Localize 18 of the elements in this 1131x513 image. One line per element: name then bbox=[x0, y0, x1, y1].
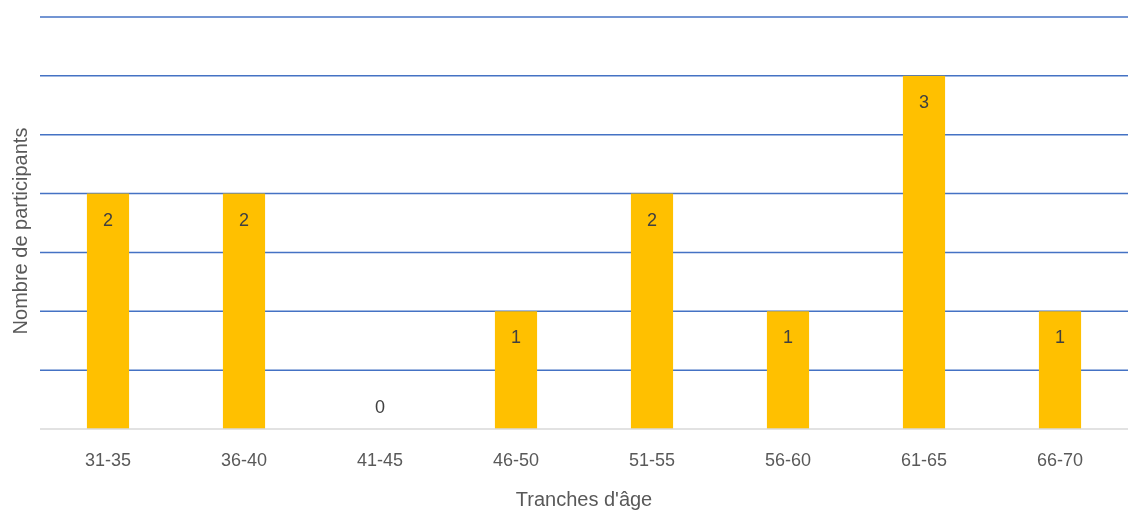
data-label: 2 bbox=[238, 209, 250, 230]
x-tick-label: 51-55 bbox=[628, 449, 676, 470]
data-label: 0 bbox=[374, 397, 386, 417]
x-tick-label: 66-70 bbox=[1036, 449, 1084, 470]
x-tick-label: 56-60 bbox=[764, 449, 812, 470]
data-label: 1 bbox=[1054, 327, 1066, 348]
data-label: 2 bbox=[102, 209, 114, 230]
data-label: 2 bbox=[646, 209, 658, 230]
data-label: 1 bbox=[782, 327, 794, 348]
y-axis-title: Nombre de participants bbox=[9, 127, 31, 335]
x-tick-label: 41-45 bbox=[356, 449, 404, 470]
data-label: 3 bbox=[918, 91, 930, 112]
data-label: 1 bbox=[510, 327, 522, 348]
x-tick-label: 46-50 bbox=[492, 449, 540, 470]
x-tick-label: 31-35 bbox=[84, 449, 132, 470]
x-tick-label: 36-40 bbox=[220, 449, 268, 470]
x-tick-label: 61-65 bbox=[900, 449, 948, 470]
x-axis-title: Tranches d'âge bbox=[515, 488, 653, 510]
